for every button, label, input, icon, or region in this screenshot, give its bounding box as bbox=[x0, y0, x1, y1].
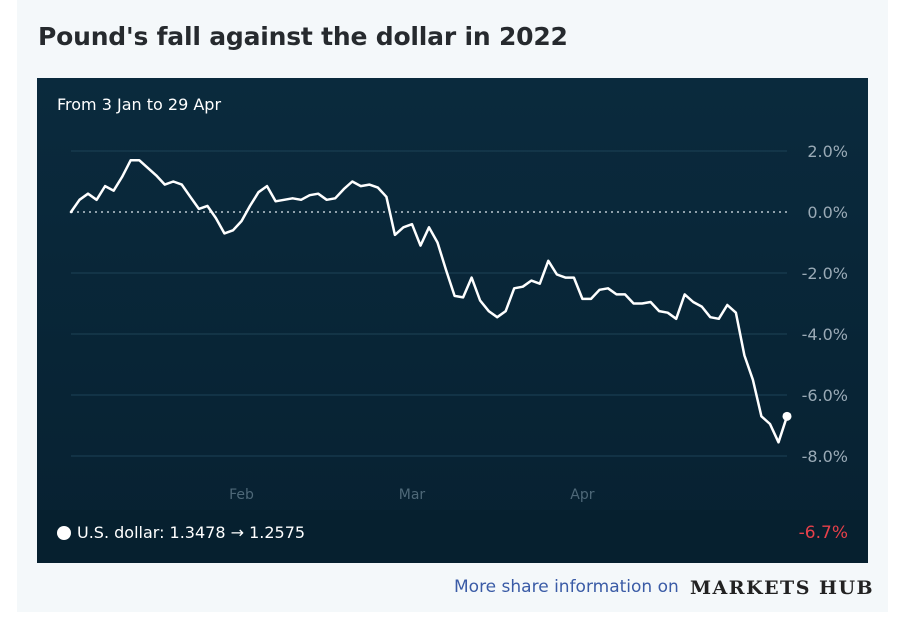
y-tick-label: 0.0% bbox=[807, 203, 848, 222]
y-tick-label: -6.0% bbox=[802, 386, 848, 405]
page-title: Pound's fall against the dollar in 2022 bbox=[38, 22, 568, 51]
y-tick-label: -4.0% bbox=[802, 325, 848, 344]
y-tick-label: -8.0% bbox=[802, 447, 848, 466]
x-tick-label: Mar bbox=[399, 487, 426, 503]
legend-label: U.S. dollar: 1.3478 → 1.2575 bbox=[77, 523, 306, 542]
y-tick-label: 2.0% bbox=[807, 142, 848, 161]
x-tick-label: Feb bbox=[229, 487, 254, 503]
chart-footer: U.S. dollar: 1.3478 → 1.2575 -6.7% bbox=[37, 510, 868, 563]
x-tick-label: Apr bbox=[570, 487, 594, 503]
chart-panel: From 3 Jan to 29 Apr 2.0% 0.0% -2.0% -4.0% -… bbox=[37, 78, 868, 563]
brand-logo[interactable]: MARKETS HUB bbox=[690, 577, 875, 599]
percent-change: -6.7% bbox=[798, 523, 848, 543]
more-info-link[interactable]: More share information on bbox=[454, 577, 679, 597]
chart-subtitle: From 3 Jan to 29 Apr bbox=[57, 95, 222, 114]
y-tick-label: -2.0% bbox=[802, 264, 848, 283]
end-point-marker bbox=[782, 411, 792, 421]
series-line bbox=[69, 158, 789, 444]
legend-item: U.S. dollar: 1.3478 → 1.2575 bbox=[57, 523, 305, 542]
line-chart: 2.0% 0.0% -2.0% -4.0% -6.0% -8.0% Feb Mar Apr bbox=[69, 142, 848, 503]
series-dot-icon bbox=[57, 525, 71, 540]
